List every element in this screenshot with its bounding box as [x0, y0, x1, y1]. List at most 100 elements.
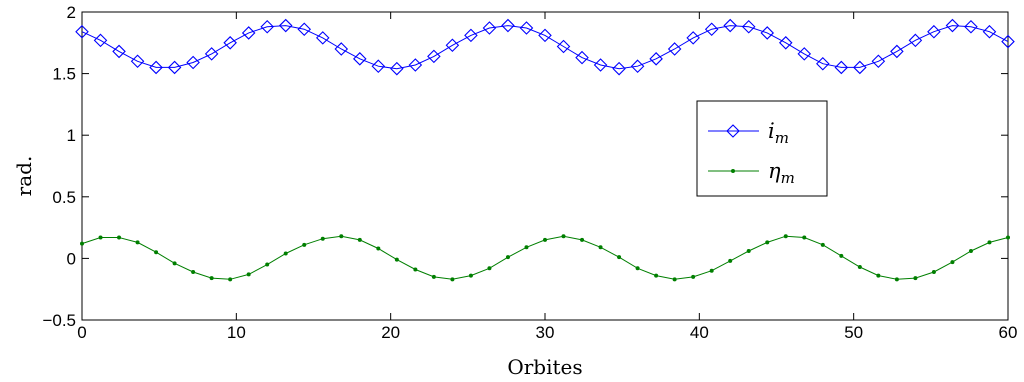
data-point	[709, 268, 714, 273]
data-point	[765, 240, 770, 245]
data-point	[580, 237, 585, 242]
data-point	[241, 26, 256, 40]
plot-frame	[81, 11, 1009, 321]
data-point	[487, 266, 492, 271]
data-point	[117, 235, 122, 240]
data-point	[431, 274, 436, 279]
data-point	[635, 266, 640, 271]
data-point	[450, 277, 455, 282]
data-point	[908, 33, 923, 48]
data-point	[857, 265, 862, 270]
data-point	[538, 28, 552, 43]
x-tick-label: 20	[381, 323, 400, 342]
data-point	[839, 253, 844, 258]
data-point	[320, 236, 325, 241]
y-tick-label: 1.5	[52, 65, 76, 84]
data-point	[191, 269, 196, 274]
data-point	[871, 54, 886, 69]
data-point	[297, 22, 312, 37]
legend-marker	[731, 169, 735, 173]
data-point	[394, 257, 399, 262]
data-point	[968, 249, 973, 254]
data-point	[524, 245, 529, 250]
data-point	[283, 251, 288, 256]
data-point	[390, 61, 404, 76]
data-point	[723, 18, 737, 33]
data-point	[228, 277, 233, 282]
data-point	[278, 18, 293, 33]
data-point	[209, 276, 214, 281]
data-point	[223, 36, 237, 50]
data-point	[950, 260, 955, 265]
data-point	[686, 31, 700, 45]
x-tick-label: 10	[227, 323, 246, 342]
data-point	[315, 31, 330, 45]
data-point	[149, 60, 163, 75]
data-point	[334, 42, 349, 56]
y-tick-label: −0.5	[42, 311, 76, 330]
data-point	[820, 242, 825, 247]
series-line	[81, 25, 1009, 70]
data-point	[265, 262, 270, 267]
data-point	[783, 234, 788, 239]
plot-area	[75, 18, 1015, 282]
data-point	[501, 18, 515, 33]
data-point	[302, 242, 307, 247]
data-point	[598, 245, 603, 250]
data-point	[413, 267, 418, 272]
data-point	[667, 42, 682, 56]
data-point	[612, 61, 626, 76]
data-point	[75, 24, 89, 39]
series-eta-m	[80, 234, 1010, 282]
data-point	[746, 249, 751, 254]
data-point	[987, 240, 992, 245]
data-point	[816, 56, 830, 71]
data-point	[464, 28, 478, 43]
y-tick-label: 2	[67, 3, 76, 22]
data-point	[135, 240, 140, 245]
data-point	[853, 60, 867, 75]
data-point	[964, 20, 978, 34]
legend-box	[696, 100, 828, 197]
data-point	[260, 20, 274, 34]
data-point	[575, 50, 589, 65]
data-point	[427, 49, 441, 64]
data-point	[741, 20, 756, 34]
data-point	[186, 55, 200, 70]
legend: im ηm	[696, 100, 828, 197]
data-point	[931, 269, 936, 274]
data-point	[704, 22, 719, 37]
data-point	[913, 276, 918, 281]
data-point	[802, 235, 807, 240]
data-point	[130, 54, 145, 69]
data-point	[1006, 235, 1010, 240]
x-tick-label: 0	[77, 323, 86, 342]
data-point	[371, 59, 386, 73]
data-point	[98, 235, 103, 240]
data-point	[154, 250, 159, 255]
data-point	[353, 52, 367, 66]
data-point	[468, 273, 473, 278]
data-point	[339, 234, 344, 239]
data-point	[890, 44, 904, 59]
x-axis-label: Orbites	[507, 355, 582, 379]
data-point	[172, 261, 177, 266]
data-point	[617, 255, 622, 260]
x-tick-label: 30	[536, 323, 555, 342]
data-point	[408, 58, 423, 72]
data-point	[691, 274, 696, 279]
data-point	[672, 277, 677, 282]
data-point	[204, 47, 219, 61]
data-point	[543, 237, 547, 242]
data-point	[593, 58, 608, 72]
legend-label: im	[768, 119, 789, 147]
x-tick-label: 40	[690, 323, 709, 342]
data-point	[357, 237, 362, 242]
data-point	[649, 52, 663, 66]
data-point	[112, 44, 126, 59]
data-point	[561, 234, 566, 239]
data-point	[927, 24, 941, 39]
data-point	[630, 59, 645, 73]
data-point	[519, 21, 534, 35]
